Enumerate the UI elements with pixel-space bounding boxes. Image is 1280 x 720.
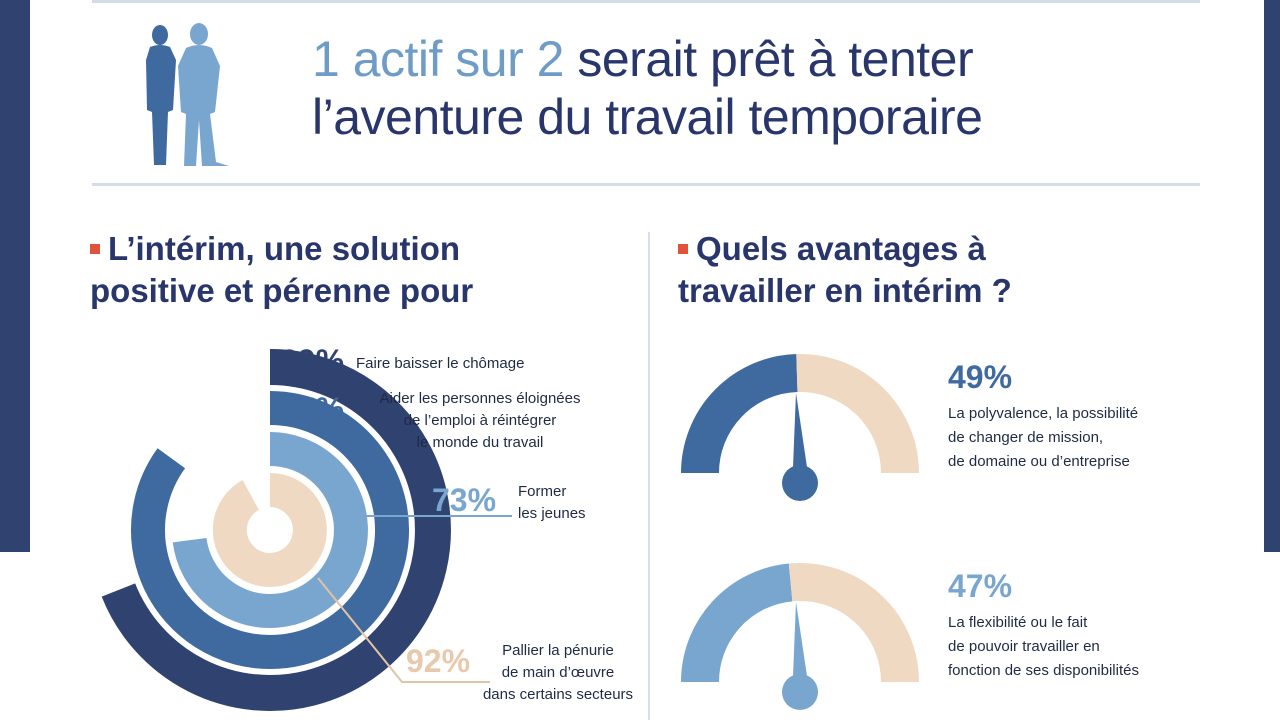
left-section-title: L’intérim, une solution positive et pére… xyxy=(90,228,610,312)
right-title-line1: Quels avantages à xyxy=(696,230,986,267)
radial-label-3-line-2: les jeunes xyxy=(518,505,586,522)
bullet-square xyxy=(678,244,688,254)
header-divider xyxy=(92,183,1200,186)
right-title-line2: travailler en intérim ? xyxy=(678,272,1012,309)
leader-line-penurie xyxy=(317,577,490,683)
left-title-line1: L’intérim, une solution xyxy=(108,230,461,267)
gauge-label-2-line-1: La flexibilité ou le fait xyxy=(948,614,1088,631)
gauge-hub-2 xyxy=(782,674,818,710)
radial-chart: 69% Faire baisser le chômage 85% Aider les … xyxy=(101,343,633,711)
radial-percent-2: 85% xyxy=(280,391,344,427)
gauge-percent-2: 47% xyxy=(948,568,1012,604)
radial-label-2-line-3: le monde du travail xyxy=(417,434,544,451)
gauge-charts: 49% La polyvalence, la possibilité de chan… xyxy=(681,353,1139,710)
gauge-label-1-line-1: La polyvalence, la possibilité xyxy=(948,405,1138,422)
title-highlight: 1 actif sur 2 xyxy=(312,31,564,87)
bullet-square xyxy=(90,244,100,254)
gauge-label-1-line-2: de changer de mission, xyxy=(948,429,1103,446)
left-title-line2: positive et pérenne pour xyxy=(90,272,474,309)
radial-label-2-line-2: de l’emploi à réintégrer xyxy=(404,412,557,429)
gauge-label-1-line-3: de domaine ou d’entreprise xyxy=(948,453,1130,470)
right-section-title: Quels avantages à travailler en intérim … xyxy=(678,228,1098,312)
gauge-label-2-line-3: fonction de ses disponibilités xyxy=(948,662,1139,679)
gauge-value-arc-1 xyxy=(681,354,799,474)
gauge-percent-1: 49% xyxy=(948,359,1012,395)
title-line2: l’aventure du travail temporaire xyxy=(312,89,983,145)
radial-label-2-line-1: Aider les personnes éloignées xyxy=(380,390,581,407)
gauge-rest-arc-2 xyxy=(788,562,919,683)
radial-label-4-line-1: Pallier la pénurie xyxy=(502,642,614,659)
left-side-bar xyxy=(0,0,30,552)
radial-arc-4 xyxy=(212,473,327,587)
title-rest: serait prêt à tenter xyxy=(577,31,974,87)
top-divider xyxy=(92,0,1200,3)
gauge-rest-arc-1 xyxy=(796,353,919,474)
column-divider xyxy=(648,232,650,720)
radial-arc-2 xyxy=(131,391,409,669)
gauge-label-2-line-2: de pouvoir travailler en xyxy=(948,638,1100,655)
radial-label-4-line-2: de main d’œuvre xyxy=(502,664,615,681)
gauge-value-arc-2 xyxy=(681,563,794,683)
radial-arc-3 xyxy=(172,432,368,628)
radial-arc-1 xyxy=(101,349,451,711)
radial-percent-3: 73% xyxy=(432,482,496,518)
right-side-bar xyxy=(1264,0,1280,552)
gauge-needle-2 xyxy=(793,602,807,676)
radial-label-3-line-1: Former xyxy=(518,483,566,500)
people-silhouette-icon xyxy=(146,23,229,166)
gauge-hub-1 xyxy=(782,465,818,501)
radial-label-4-line-3: dans certains secteurs xyxy=(483,686,633,703)
page-title: 1 actif sur 2 serait prêt à tenter l’ave… xyxy=(312,30,983,146)
gauge-needle-1 xyxy=(793,393,807,467)
radial-percent-1: 69% xyxy=(280,343,344,379)
radial-percent-4: 92% xyxy=(406,643,470,679)
radial-label-1-line-1: Faire baisser le chômage xyxy=(356,355,524,372)
